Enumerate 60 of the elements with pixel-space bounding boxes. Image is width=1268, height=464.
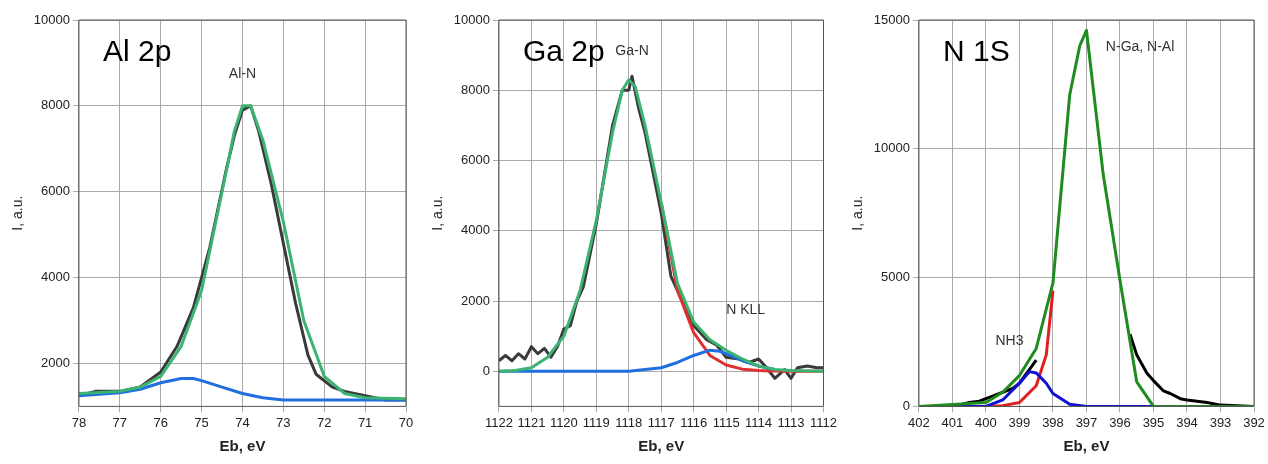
x-tick-label: 402 xyxy=(908,414,930,430)
y-axis-title: I, a.u. xyxy=(849,195,866,231)
x-tick-label: 72 xyxy=(317,414,332,430)
x-tick-label: 397 xyxy=(1075,414,1098,430)
y-tick-label: 2000 xyxy=(461,292,490,308)
annotation: Al-N xyxy=(228,64,257,81)
y-tick-label: 4000 xyxy=(41,269,70,285)
x-tick-label: 76 xyxy=(153,414,168,430)
x-tick-label: 1114 xyxy=(745,414,773,430)
y-tick-label: 10000 xyxy=(453,11,490,27)
x-tick-label: 1113 xyxy=(777,414,805,430)
x-tick-label: 399 xyxy=(1008,414,1031,430)
x-tick-label: 74 xyxy=(235,414,250,430)
x-tick-label: 1117 xyxy=(647,414,675,430)
text: Ga 2p xyxy=(522,34,605,68)
x-tick-label: 70 xyxy=(398,414,414,430)
x-tick-label: 398 xyxy=(1042,414,1064,430)
annotation: NH3 xyxy=(995,331,1024,348)
x-tick-label: 1122 xyxy=(484,414,513,430)
y-tick-label: 0 xyxy=(902,397,910,413)
y-tick-label: 0 xyxy=(482,362,490,378)
x-tick-label: 73 xyxy=(276,414,291,430)
x-tick-label: 396 xyxy=(1109,414,1131,430)
text: N 1S xyxy=(942,34,1010,68)
x-tick-label: 1116 xyxy=(680,414,708,430)
x-tick-label: 1119 xyxy=(582,414,610,430)
y-tick-label: 8000 xyxy=(41,97,70,113)
x-axis-title: Eb, eV xyxy=(638,437,685,455)
y-tick-label: 2000 xyxy=(41,355,70,371)
y-tick-label: 4000 xyxy=(461,222,490,238)
annotation: N-Ga, N-Al xyxy=(1105,37,1175,54)
x-axis-title: Eb, eV xyxy=(1063,437,1110,455)
y-tick-label: 10000 xyxy=(873,140,910,156)
annotation: Ga-N xyxy=(615,41,649,58)
y-tick-label: 15000 xyxy=(873,11,910,27)
x-tick-label: 394 xyxy=(1176,414,1198,430)
x-tick-label: 1118 xyxy=(615,414,643,430)
y-axis-title: I, a.u. xyxy=(9,195,26,231)
x-tick-label: 393 xyxy=(1209,414,1232,430)
y-tick-label: 5000 xyxy=(881,269,910,285)
x-tick-label: 78 xyxy=(71,414,87,430)
x-tick-label: 1112 xyxy=(810,414,837,430)
x-tick-label: 395 xyxy=(1142,414,1165,430)
x-tick-label: 1115 xyxy=(712,414,740,430)
x-tick-label: 1121 xyxy=(517,414,546,430)
x-tick-label: 392 xyxy=(1243,414,1265,430)
y-tick-label: 6000 xyxy=(461,152,490,168)
y-tick-label: 8000 xyxy=(461,81,490,97)
annotation: N KLL xyxy=(726,300,766,317)
y-axis-title: I, a.u. xyxy=(429,195,446,231)
x-tick-label: 1120 xyxy=(549,414,578,430)
x-tick-label: 401 xyxy=(941,414,964,430)
x-tick-label: 71 xyxy=(357,414,373,430)
text: Al 2p xyxy=(102,34,172,68)
y-tick-label: 6000 xyxy=(41,183,70,199)
x-tick-label: 77 xyxy=(112,414,128,430)
y-tick-label: 10000 xyxy=(33,11,70,27)
x-axis-title: Eb, eV xyxy=(219,437,266,455)
x-tick-label: 75 xyxy=(194,414,209,430)
x-tick-label: 400 xyxy=(975,414,997,430)
